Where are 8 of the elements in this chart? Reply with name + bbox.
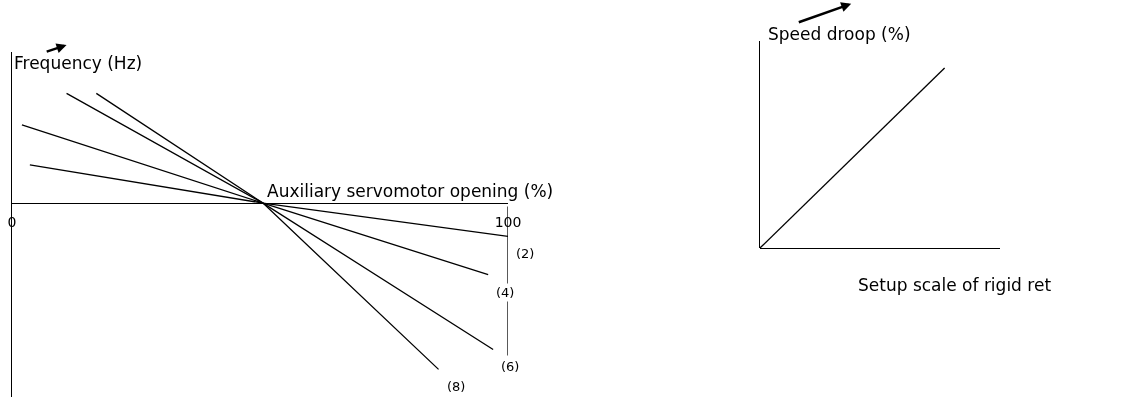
y-axis-title: Speed droop (%) <box>768 24 911 44</box>
series-label: (6) <box>501 359 520 374</box>
y-axis-title: Frequency (Hz) <box>14 53 143 73</box>
series-label: (8) <box>447 379 466 394</box>
series-label: (2) <box>516 246 535 261</box>
series-label: (4) <box>496 285 515 300</box>
x-axis-title: Auxiliary servomotor opening (%) <box>267 181 554 201</box>
x-axis-title: Setup scale of rigid ret <box>858 275 1052 295</box>
